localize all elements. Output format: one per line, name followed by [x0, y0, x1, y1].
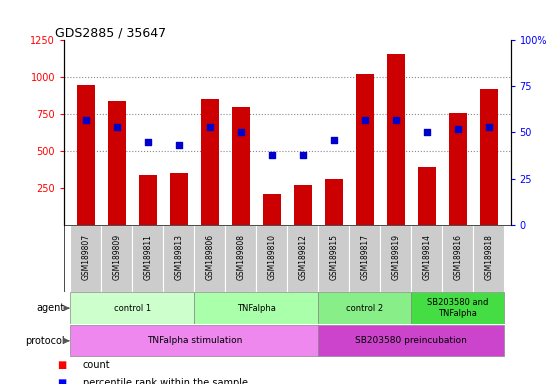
Text: GSM189817: GSM189817: [360, 234, 369, 280]
Text: agent: agent: [36, 303, 65, 313]
Point: [454, 126, 463, 132]
Text: TNFalpha: TNFalpha: [237, 304, 276, 313]
Bar: [256, 225, 287, 292]
Point: [391, 116, 400, 122]
Bar: [287, 225, 319, 292]
Bar: [232, 107, 250, 225]
Bar: [473, 225, 504, 292]
Text: percentile rank within the sample: percentile rank within the sample: [83, 378, 248, 384]
Point: [237, 129, 246, 136]
Bar: [319, 293, 411, 324]
Point: [175, 142, 184, 149]
Text: control 1: control 1: [114, 304, 151, 313]
Bar: [411, 225, 442, 292]
Bar: [200, 99, 219, 225]
Text: GSM189813: GSM189813: [174, 234, 184, 280]
Bar: [194, 293, 319, 324]
Text: GSM189807: GSM189807: [81, 234, 90, 280]
Text: GSM189809: GSM189809: [112, 234, 122, 280]
Point: [81, 116, 90, 122]
Point: [422, 129, 431, 136]
Bar: [355, 74, 374, 225]
Text: count: count: [83, 360, 110, 370]
Bar: [449, 113, 467, 225]
Bar: [319, 225, 349, 292]
Text: GSM189818: GSM189818: [484, 234, 493, 280]
Bar: [417, 167, 436, 225]
Bar: [294, 185, 312, 225]
Bar: [263, 194, 281, 225]
Point: [205, 124, 214, 130]
Text: GSM189806: GSM189806: [205, 234, 214, 280]
Bar: [319, 325, 504, 356]
Text: GSM189815: GSM189815: [329, 234, 338, 280]
Bar: [194, 225, 225, 292]
Bar: [170, 173, 188, 225]
Point: [484, 124, 493, 130]
Bar: [138, 174, 157, 225]
Text: ■: ■: [57, 360, 67, 370]
Point: [143, 139, 152, 145]
Point: [267, 152, 276, 158]
Text: SB203580 and
TNFalpha: SB203580 and TNFalpha: [427, 298, 489, 318]
Text: GSM189812: GSM189812: [299, 234, 307, 280]
Text: GDS2885 / 35647: GDS2885 / 35647: [55, 26, 166, 39]
Text: SB203580 preincubation: SB203580 preincubation: [355, 336, 467, 345]
Point: [112, 124, 121, 130]
Bar: [70, 325, 319, 356]
Point: [329, 137, 338, 143]
Bar: [349, 225, 381, 292]
Text: control 2: control 2: [347, 304, 383, 313]
Text: GSM189811: GSM189811: [143, 234, 152, 280]
Bar: [163, 225, 194, 292]
Bar: [108, 101, 126, 225]
Point: [360, 116, 369, 122]
Bar: [479, 89, 498, 225]
Bar: [70, 225, 102, 292]
Text: protocol: protocol: [25, 336, 65, 346]
Bar: [70, 293, 194, 324]
Bar: [102, 225, 132, 292]
Text: GSM189810: GSM189810: [267, 234, 276, 280]
Text: TNFalpha stimulation: TNFalpha stimulation: [147, 336, 242, 345]
Point: [299, 152, 307, 158]
Bar: [225, 225, 256, 292]
Text: GSM189808: GSM189808: [237, 234, 246, 280]
Text: ■: ■: [57, 378, 67, 384]
Bar: [325, 179, 343, 225]
Bar: [76, 84, 95, 225]
Bar: [381, 225, 411, 292]
Bar: [132, 225, 163, 292]
Text: GSM189814: GSM189814: [422, 234, 431, 280]
Bar: [387, 54, 405, 225]
Text: GSM189816: GSM189816: [453, 234, 463, 280]
Text: GSM189819: GSM189819: [391, 234, 401, 280]
Bar: [442, 225, 473, 292]
Bar: [411, 293, 504, 324]
